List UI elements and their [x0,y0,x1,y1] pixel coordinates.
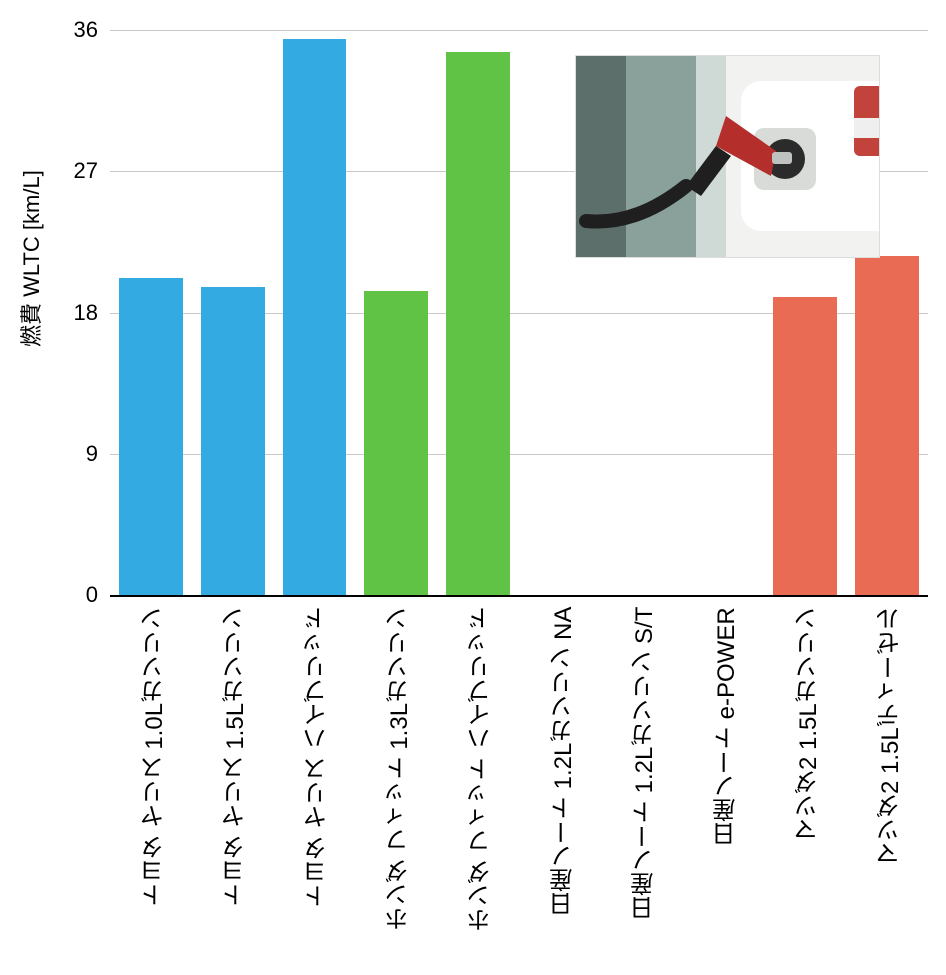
x-tick-label: マツダ2 1.5Lガソリン [791,607,826,967]
y-axis-label: 燃費 WLTC [km/L] [14,287,46,347]
x-tick-label: ホンダ フィット ハイブリッド [464,607,499,967]
gas-pump-photo [575,55,880,258]
x-tick-label: 日産ノート 1.2Lガソリン S/T [627,607,662,967]
y-tick-label: 0 [50,582,98,608]
x-tick-label: ホンダ フィット 1.3Lガソリン [382,607,417,967]
y-tick-label: 18 [50,300,98,326]
gridline [110,30,928,31]
y-tick-label: 27 [50,158,98,184]
x-tick-label: トヨタ ヤリス ハイブリッド [300,607,335,967]
bar [855,256,919,595]
bar [283,39,347,595]
x-tick-label: 日産ノート e-POWER [709,607,744,967]
fuel-economy-bar-chart: 燃費 WLTC [km/L] 0 9 18 27 36 トヨタ ヤリス 1.0Lガソリン ト… [0,0,946,975]
x-tick-label: マツダ2 1.5Lディーゼル [873,607,908,967]
y-tick-label: 9 [50,441,98,467]
bar [446,52,510,595]
y-tick-label: 36 [50,17,98,43]
bar [364,291,428,595]
x-axis [110,595,928,597]
bar [201,287,265,595]
x-tick-label: トヨタ ヤリス 1.0Lガソリン [137,607,172,967]
bar [773,297,837,595]
x-tick-label: 日産ノート 1.2Lガソリン NA [546,607,581,967]
bar [119,278,183,595]
x-tick-label: トヨタ ヤリス 1.5Lガソリン [218,607,253,967]
